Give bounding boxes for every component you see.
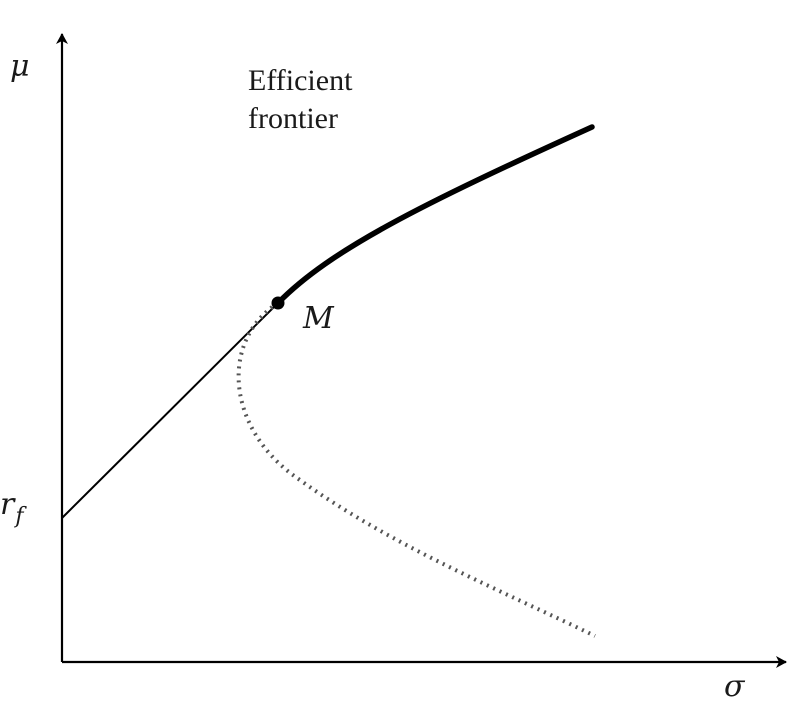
efficient-frontier-curve	[275, 124, 595, 306]
tangency-point-marker	[271, 296, 285, 310]
y-axis-label: μ	[10, 49, 30, 84]
tangency-point-label: M	[302, 301, 335, 336]
efficient-frontier-label-line1: Efficient	[248, 64, 353, 97]
capital-market-line	[61, 302, 279, 519]
inefficient-frontier-branch	[236, 301, 596, 638]
risk-free-rate-label: rf	[0, 487, 27, 529]
x-axis-label: σ	[724, 669, 746, 704]
efficient-frontier-label-line2: frontier	[248, 102, 338, 135]
risk-free-rate-subscript: f	[13, 504, 27, 529]
risk-free-rate-base: r	[0, 487, 16, 522]
